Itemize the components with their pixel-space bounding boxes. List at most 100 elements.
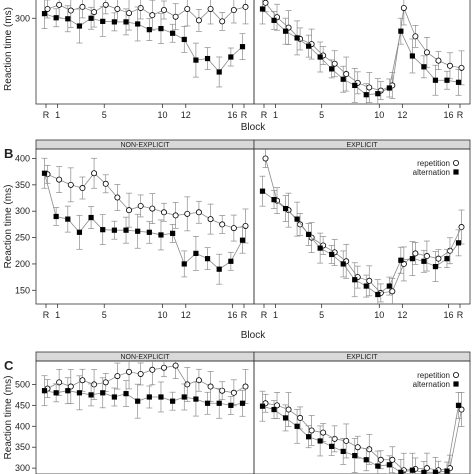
data-point-square [204,400,211,406]
data-point-square [259,403,266,409]
data-point-square [41,11,48,17]
data-point-square [352,277,358,283]
data-point-square [65,16,71,22]
data-point-square [135,398,141,404]
data-point-square [228,54,234,60]
data-point-square [88,214,94,221]
data-point-square [409,53,415,59]
facet-frame [253,0,471,105]
series-line-square [44,173,243,270]
data-point-circle [331,435,338,442]
data-point-square [259,188,266,194]
x-tick-label: R [43,310,50,320]
data-point-square [158,232,164,238]
data-point-circle [160,7,167,14]
x-tick-label: 12 [181,310,191,320]
data-point-square [193,57,199,63]
data-point-square [444,468,450,474]
data-point-circle [389,456,396,463]
data-point-square [282,28,289,34]
data-point-square [76,390,83,396]
x-tick-label: 16 [443,310,453,320]
data-point-circle [67,383,74,390]
x-tick-label: 16 [443,110,453,120]
data-point-square [375,291,381,298]
data-point-square [181,394,187,400]
y-tick-label: 300 [15,13,30,23]
data-point-circle [285,406,292,413]
data-point-square [111,19,117,25]
data-point-square [135,21,141,27]
facet-series-group [41,157,249,285]
data-point-square [53,213,59,220]
data-point-square [421,258,427,264]
data-point-circle [195,377,202,384]
panel-2: B Reaction time (ms) 150 200 250 300 350 400 NON… [3,139,471,341]
data-point-square [455,402,462,408]
data-point-square [432,469,439,474]
data-point-square [204,55,211,62]
facet-series-group [259,149,465,304]
data-point-square [317,245,323,251]
data-point-square [135,228,141,234]
data-point-square [158,394,164,400]
y-tick-label: 300 [15,463,30,473]
data-point-square [444,77,450,83]
y-tick-label: 250 [15,233,30,243]
data-point-square [228,402,234,408]
x-tick-label: 10 [374,110,384,120]
data-point-circle [230,389,237,396]
panel-label: C [4,358,14,373]
data-point-square [146,394,152,400]
data-point-circle [458,406,465,413]
series-line-circle [265,2,462,91]
legend-marker-square [453,381,459,387]
data-point-square [170,398,176,404]
series-line-circle [265,158,462,294]
data-point-circle [79,3,86,10]
data-point-circle [172,13,179,20]
y-tick-label: 350 [15,442,30,452]
data-point-circle [400,4,407,11]
x-tick-label: 16 [227,310,237,320]
data-point-square [352,452,358,459]
data-point-circle [172,212,179,219]
data-point-circle [331,60,338,67]
data-point-square [455,79,462,85]
data-point-square [111,227,117,233]
data-point-square [317,54,323,60]
data-point-square [294,216,300,222]
x-tick-label: 10 [157,110,167,120]
data-point-square [375,463,381,469]
data-point-circle [412,250,419,257]
x-tick-label: 5 [102,310,107,320]
legend-label: alternation [413,168,450,177]
data-point-circle [230,7,237,14]
x-tick-label: R [457,310,464,320]
data-point-circle [412,33,419,40]
data-point-square [340,448,346,454]
data-point-circle [149,12,156,19]
legend-label: repetition [417,159,450,168]
data-point-circle [389,288,396,295]
data-point-circle [184,210,191,217]
data-point-circle [137,370,144,377]
data-point-square [329,443,335,449]
facet-strip-label: NON-EXPLICIT [120,142,170,149]
data-point-circle [114,5,121,12]
y-tick-label: 150 [15,285,30,295]
data-point-circle [435,255,442,262]
x-tick-label: 12 [181,110,191,120]
data-point-square [216,266,222,272]
data-point-square [352,82,358,89]
data-point-square [386,283,392,289]
y-axis-label: Reaction time (ms) [3,7,14,91]
data-point-circle [160,364,167,371]
data-point-square [363,457,369,463]
data-point-circle [308,427,315,434]
data-point-square [216,400,222,406]
series-line-square [44,390,243,406]
data-point-square [228,258,234,264]
data-point-circle [242,3,249,10]
